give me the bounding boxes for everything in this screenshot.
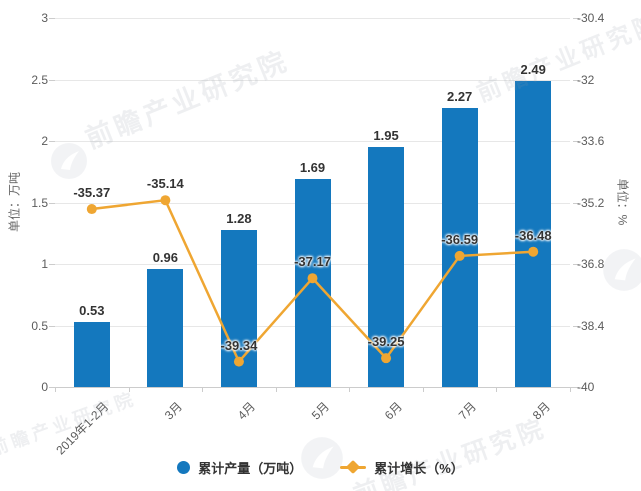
grid-line [55, 18, 570, 19]
right-tick-mark [573, 79, 579, 81]
x-axis-tick-mark [128, 387, 130, 392]
line-point [86, 204, 97, 215]
line-value-label: -39.34 [220, 337, 258, 353]
y-axis-tick-label-right: -38.4 [577, 318, 605, 333]
x-axis-tick-mark [275, 387, 277, 392]
right-axis-title: 单位：% [615, 178, 630, 226]
line-value-label: -36.59 [441, 231, 479, 247]
legend-label-production: 累计产量（万吨） [198, 461, 303, 476]
y-axis-tick-label-right: -40 [577, 380, 595, 394]
legend-item-production[interactable]: 累计产量（万吨） [177, 458, 302, 477]
y-axis-tick-label-left: 1.5 [31, 195, 48, 210]
bar [220, 229, 257, 387]
legend-item-growth[interactable]: 累计增长（%） [340, 458, 464, 477]
left-tick-mark [49, 18, 55, 19]
y-axis-tick-label-left: 0 [41, 380, 48, 394]
left-tick-mark [49, 387, 55, 388]
y-axis-tick-label-right: -33.6 [577, 134, 605, 148]
bar-value-label: 1.69 [299, 160, 326, 176]
y-axis-tick-label-left: 2.5 [31, 72, 48, 87]
x-axis-tick-mark [55, 387, 56, 392]
line-value-label: -35.14 [146, 176, 184, 192]
bar-value-label: 1.28 [226, 210, 252, 226]
bar [73, 321, 110, 387]
x-axis-label: 5月 [308, 399, 332, 423]
watermark-text: 前瞻产业研究院 [350, 414, 551, 491]
x-axis-label: 2019年1-2月 [53, 399, 112, 458]
bar-series-marker-icon [177, 461, 191, 474]
watermark-logo [50, 142, 88, 185]
x-axis-tick-mark [349, 387, 351, 392]
line-series-marker-icon [340, 466, 367, 469]
bar-value-label: 0.53 [79, 302, 105, 318]
bar-value-label: 2.49 [520, 61, 546, 77]
line-point [160, 195, 171, 206]
y-axis-tick-label-left: 1 [41, 257, 48, 271]
right-tick-mark [573, 264, 579, 265]
x-axis-tick-mark [422, 387, 424, 392]
x-axis-label: 6月 [382, 399, 406, 423]
y-axis-tick-label-right: -36.8 [577, 257, 605, 271]
y-axis-tick-label-left: 0.5 [31, 318, 48, 333]
left-tick-mark [49, 79, 55, 81]
x-axis-label: 4月 [235, 399, 259, 423]
y-axis-tick-label-right: -32 [577, 72, 595, 87]
x-axis-label: 7月 [455, 399, 479, 423]
right-tick-mark [573, 325, 579, 327]
left-tick-mark [49, 264, 55, 265]
bar [441, 107, 478, 387]
watermark-logo [602, 248, 641, 297]
bar-value-label: 2.27 [446, 88, 473, 104]
y-axis-tick-label-left: 2 [41, 134, 48, 148]
grid-line [55, 79, 570, 81]
legend: 累计产量（万吨） 累计增长（%） [0, 458, 641, 477]
left-tick-mark [49, 202, 55, 204]
bar [294, 179, 331, 387]
y-axis-tick-label-left: 3 [41, 11, 48, 25]
bar-value-label: 0.96 [152, 249, 178, 265]
x-axis-tick-mark [202, 387, 204, 392]
right-tick-mark [573, 202, 579, 204]
x-axis-tick-mark [496, 387, 498, 392]
legend-label-growth: 累计增长（%） [374, 461, 464, 476]
x-axis-label: 8月 [529, 399, 553, 423]
bar [147, 268, 184, 387]
left-tick-mark [49, 141, 55, 142]
x-axis-line [55, 387, 579, 388]
line-value-label: -35.37 [73, 185, 111, 201]
bar [368, 147, 405, 387]
grid-line [55, 141, 570, 142]
line-value-label: -39.25 [367, 334, 405, 350]
left-tick-mark [49, 325, 55, 327]
bar-value-label: 1.95 [373, 128, 399, 144]
right-tick-mark [573, 141, 579, 142]
y-axis-tick-label-right: -35.2 [577, 195, 605, 210]
y-axis-tick-label-right: -30.4 [577, 11, 605, 25]
x-axis-label: 3月 [161, 399, 185, 423]
x-axis-tick-mark [570, 387, 571, 392]
line-value-label: -36.48 [514, 227, 552, 243]
watermark-text: 前瞻产业研究院 [81, 45, 294, 155]
right-tick-mark [573, 18, 579, 19]
line-value-label: -37.17 [294, 254, 331, 270]
